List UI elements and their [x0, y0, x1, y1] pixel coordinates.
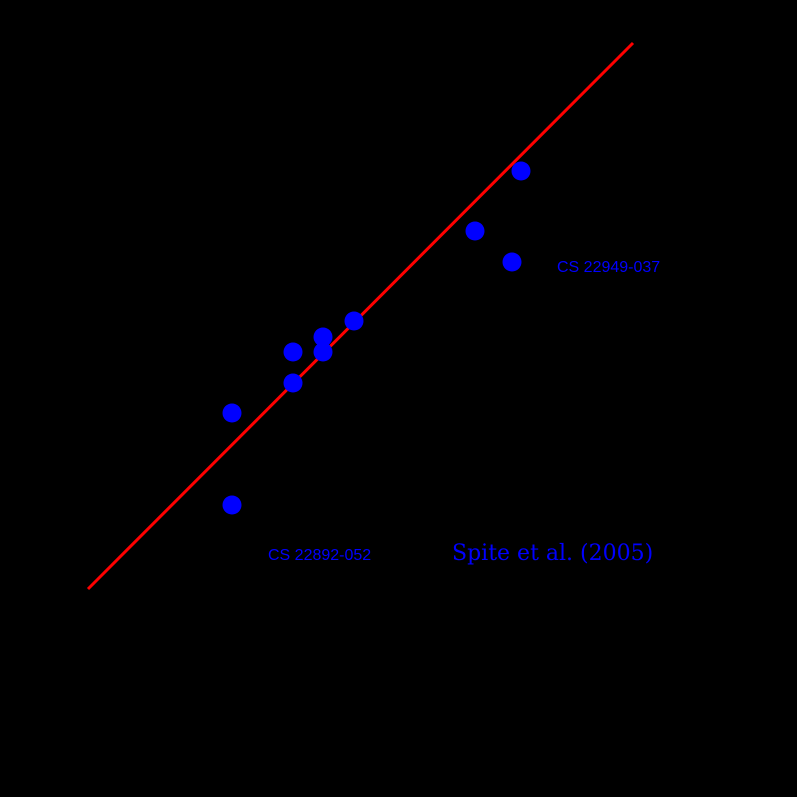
data-point: [511, 161, 531, 181]
data-point: [313, 327, 333, 347]
data-points: [222, 161, 531, 515]
annotation-cs22892-052: CS 22892-052: [268, 547, 371, 564]
data-point: [222, 403, 242, 423]
data-point: [283, 342, 303, 362]
data-point: [222, 495, 242, 515]
annotation-cs22949-037: CS 22949-037: [557, 259, 660, 276]
data-point: [465, 221, 485, 241]
data-point: [313, 342, 333, 362]
reference-label: Spite et al. (2005): [452, 541, 653, 566]
data-point: [344, 311, 364, 331]
data-point: [283, 373, 303, 393]
data-point: [502, 252, 522, 272]
